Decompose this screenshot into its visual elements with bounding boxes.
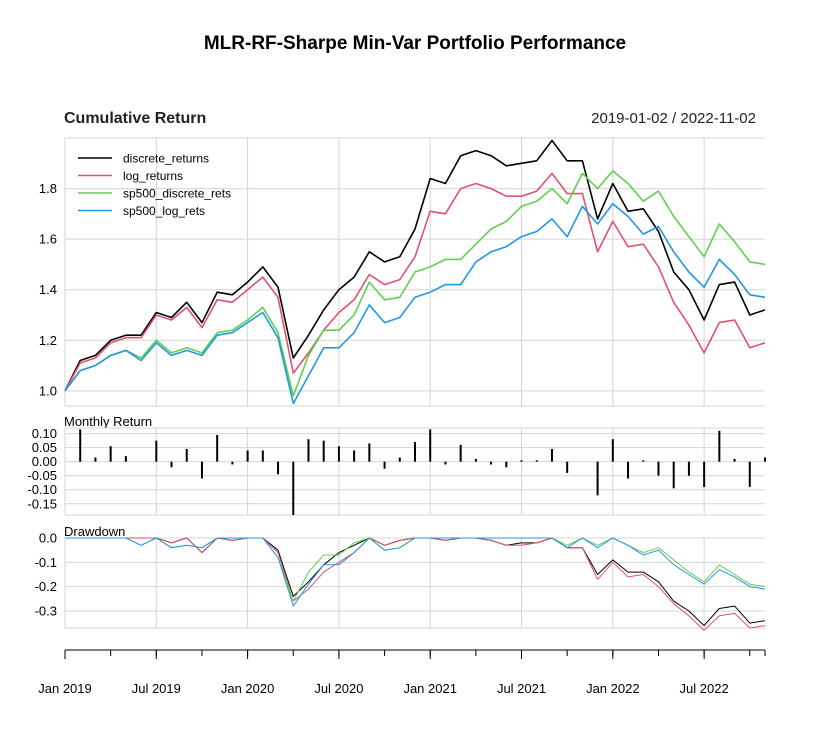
x-tick-label: Jul 2021: [497, 681, 546, 696]
x-tick-label: Jul 2019: [132, 681, 181, 696]
cumulative-line-log-returns: [64, 172, 766, 392]
cumulative-line-discrete-returns: [64, 139, 766, 392]
monthly-y-tick-label: -0.10: [27, 482, 57, 497]
date-range: 2019-01-02 / 2022-11-02: [591, 110, 756, 127]
cumulative-y-tick-label: 1.6: [39, 232, 57, 247]
chart-title: MLR-RF-Sharpe Min-Var Portfolio Performa…: [204, 33, 626, 54]
drawdown-y-tick-label: -0.2: [35, 579, 57, 594]
drawdown-line-sp500-log-rets: [65, 537, 766, 607]
drawdown-y-tick-label: -0.3: [35, 603, 57, 618]
cumulative-line-sp500-log-rets: [64, 202, 766, 405]
monthly-y-tick-label: 0.10: [32, 426, 57, 441]
drawdown-line-sp500-discrete-rets: [65, 537, 766, 602]
drawdown-y-tick-label: -0.1: [35, 555, 57, 570]
drawdown-panel-label: Drawdown: [64, 524, 125, 539]
x-tick-label: Jan 2021: [403, 681, 457, 696]
x-tick-label: Jan 2020: [221, 681, 275, 696]
cumulative-y-tick-label: 1.8: [39, 181, 57, 196]
cumulative-line-sp500-discrete-rets: [64, 170, 766, 397]
drawdown-y-tick-label: 0.0: [39, 531, 57, 546]
legend-label-log-returns: log_returns: [123, 169, 183, 183]
cumulative-y-tick-label: 1.2: [39, 333, 57, 348]
x-tick-label: Jan 2022: [586, 681, 640, 696]
monthly-y-tick-label: 0.00: [32, 454, 57, 469]
x-tick-label: Jan 2019: [38, 681, 92, 696]
legend-label-sp500-discrete-rets: sp500_discrete_rets: [123, 187, 231, 201]
legend-label-discrete-returns: discrete_returns: [123, 152, 209, 166]
cumulative-y-tick-label: 1.0: [39, 383, 57, 398]
monthly-panel-label: Monthly Return: [64, 414, 152, 429]
x-tick-label: Jul 2022: [680, 681, 729, 696]
monthly-y-tick-label: 0.05: [32, 440, 57, 455]
x-tick-label: Jul 2020: [314, 681, 363, 696]
monthly-y-tick-label: -0.15: [27, 496, 57, 511]
legend-label-sp500-log-rets: sp500_log_rets: [123, 204, 205, 218]
cumulative-panel-title: Cumulative Return: [64, 110, 206, 127]
cumulative-y-tick-label: 1.4: [39, 282, 57, 297]
monthly-y-tick-label: -0.05: [27, 468, 57, 483]
